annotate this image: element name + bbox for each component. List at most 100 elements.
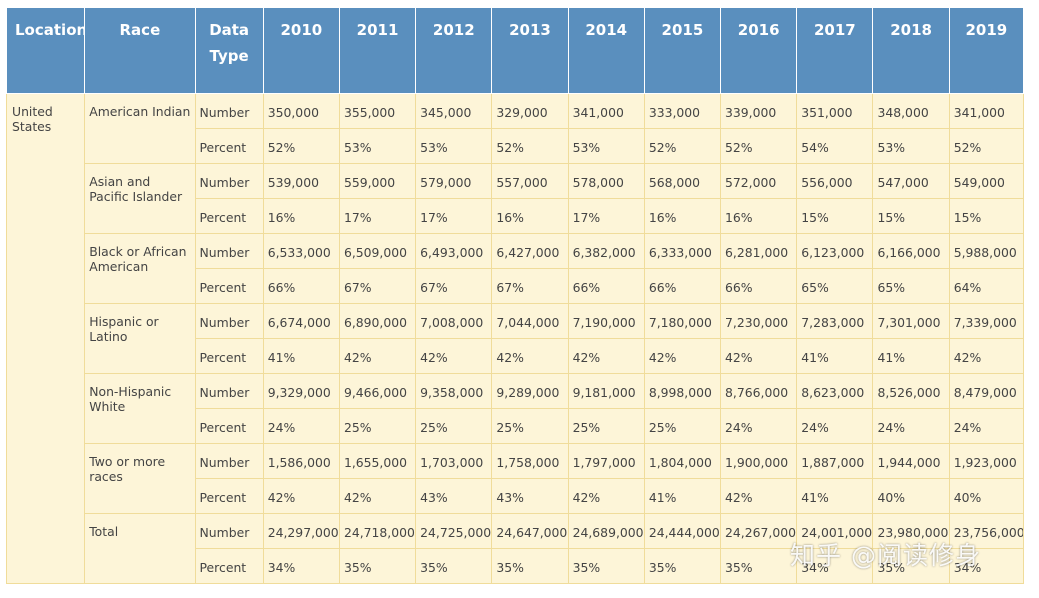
race-cell: Asian and Pacific Islander bbox=[84, 163, 196, 234]
value-cell: 24% bbox=[872, 408, 950, 444]
value-cell: 67% bbox=[491, 268, 569, 304]
table-row: Total Number 24,297,000 24,718,000 24,725,00… bbox=[7, 513, 1025, 584]
table-row: Percent 66% 67% 67% 67% 66% 66% 66% 65% 65% 64% bbox=[7, 268, 1025, 304]
value-cell: 35% bbox=[491, 548, 569, 584]
value-cell: 35% bbox=[338, 548, 417, 584]
value-cell: 6,674,000 bbox=[262, 303, 340, 339]
value-cell: 9,358,000 bbox=[415, 373, 493, 409]
value-cell: 9,289,000 bbox=[491, 373, 569, 409]
value-cell: 42% bbox=[643, 338, 722, 374]
header-year: 2016 bbox=[720, 7, 798, 94]
value-cell: 42% bbox=[415, 338, 493, 374]
value-cell: 24% bbox=[720, 408, 798, 444]
value-cell: 67% bbox=[415, 268, 493, 304]
value-cell: 557,000 bbox=[491, 163, 569, 199]
location-cell: United States bbox=[5, 93, 86, 584]
value-cell: 15% bbox=[796, 198, 874, 234]
value-cell: 52% bbox=[643, 128, 722, 164]
value-cell: 52% bbox=[262, 128, 340, 164]
header-year: 2017 bbox=[796, 7, 874, 94]
value-cell: 24,297,000 bbox=[262, 513, 340, 549]
value-cell: 34% bbox=[262, 548, 340, 584]
value-cell: 16% bbox=[643, 198, 722, 234]
value-cell: 1,797,000 bbox=[567, 443, 645, 479]
value-cell: 54% bbox=[796, 128, 874, 164]
data-type-cell: Number bbox=[194, 303, 264, 339]
value-cell: 23,980,000 bbox=[872, 513, 950, 549]
value-cell: 8,998,000 bbox=[643, 373, 722, 409]
data-type-cell: Percent bbox=[194, 478, 264, 514]
value-cell: 8,766,000 bbox=[720, 373, 798, 409]
table-row: Percent 42% 42% 43% 43% 42% 41% 42% 41% 40% 40% bbox=[7, 478, 1025, 514]
table-row: United States American Indian Number 350,00… bbox=[5, 93, 1025, 584]
value-cell: 42% bbox=[720, 478, 798, 514]
header-year: 2011 bbox=[338, 7, 417, 94]
value-cell: 7,008,000 bbox=[415, 303, 493, 339]
table-row: Percent 24% 25% 25% 25% 25% 25% 24% 24% 24% 24% bbox=[7, 408, 1025, 444]
value-cell: 66% bbox=[643, 268, 722, 304]
value-cell: 43% bbox=[415, 478, 493, 514]
value-cell: 41% bbox=[262, 338, 340, 374]
value-cell: 559,000 bbox=[338, 163, 417, 199]
data-type-cell: Percent bbox=[194, 408, 264, 444]
value-cell: 7,301,000 bbox=[872, 303, 950, 339]
table-row: Percent 16% 17% 17% 16% 17% 16% 16% 15% 15% 15% bbox=[7, 198, 1025, 234]
data-type-cell: Percent bbox=[194, 128, 264, 164]
value-cell: 24% bbox=[262, 408, 340, 444]
value-cell: 9,329,000 bbox=[262, 373, 340, 409]
value-cell: 65% bbox=[796, 268, 874, 304]
value-cell: 52% bbox=[948, 128, 1025, 164]
value-cell: 25% bbox=[491, 408, 569, 444]
value-cell: 43% bbox=[491, 478, 569, 514]
value-cell: 572,000 bbox=[720, 163, 798, 199]
value-cell: 42% bbox=[567, 338, 645, 374]
value-cell: 24,647,000 bbox=[491, 513, 569, 549]
value-cell: 53% bbox=[415, 128, 493, 164]
value-cell: 7,283,000 bbox=[796, 303, 874, 339]
value-cell: 42% bbox=[948, 338, 1025, 374]
value-cell: 7,230,000 bbox=[720, 303, 798, 339]
header-year: 2010 bbox=[262, 7, 340, 94]
table-row: Hispanic or Latino Number 6,674,000 6,890,0… bbox=[7, 303, 1025, 374]
table-row: Asian and Pacific Islander Number 539,000 5… bbox=[7, 163, 1025, 234]
table-row: Percent 34% 35% 35% 35% 35% 35% 35% 34% 35% 34% bbox=[7, 548, 1025, 584]
value-cell: 549,000 bbox=[948, 163, 1025, 199]
value-cell: 7,190,000 bbox=[567, 303, 645, 339]
value-cell: 52% bbox=[720, 128, 798, 164]
value-cell: 66% bbox=[262, 268, 340, 304]
header-year: 2019 bbox=[948, 7, 1025, 94]
table-row: Percent 52% 53% 53% 52% 53% 52% 52% 54% 53% 52% bbox=[7, 128, 1025, 164]
value-cell: 351,000 bbox=[796, 93, 874, 129]
race-cell: Black or African American bbox=[84, 233, 196, 304]
value-cell: 16% bbox=[262, 198, 340, 234]
value-cell: 6,333,000 bbox=[643, 233, 722, 269]
value-cell: 24,689,000 bbox=[567, 513, 645, 549]
value-cell: 16% bbox=[720, 198, 798, 234]
value-cell: 35% bbox=[872, 548, 950, 584]
value-cell: 24% bbox=[796, 408, 874, 444]
watermark: 知乎 @阅读修身 bbox=[790, 541, 981, 570]
value-cell: 8,479,000 bbox=[948, 373, 1025, 409]
header-year: 2014 bbox=[567, 7, 645, 94]
data-type-cell: Number bbox=[194, 443, 264, 479]
value-cell: 355,000 bbox=[338, 93, 417, 129]
value-cell: 341,000 bbox=[948, 93, 1025, 129]
data-type-cell: Percent bbox=[194, 548, 264, 584]
table-row: Non-Hispanic White Number 9,329,000 9,466,0… bbox=[7, 373, 1025, 444]
value-cell: 34% bbox=[948, 548, 1025, 584]
value-cell: 40% bbox=[948, 478, 1025, 514]
race-cell: Total bbox=[84, 513, 196, 584]
header-location: Location bbox=[5, 7, 86, 94]
value-cell: 6,533,000 bbox=[262, 233, 340, 269]
value-cell: 1,703,000 bbox=[415, 443, 493, 479]
value-cell: 1,586,000 bbox=[262, 443, 340, 479]
value-cell: 1,804,000 bbox=[643, 443, 722, 479]
value-cell: 23,756,000 bbox=[948, 513, 1025, 549]
value-cell: 24% bbox=[948, 408, 1025, 444]
value-cell: 1,655,000 bbox=[338, 443, 417, 479]
data-type-cell: Percent bbox=[194, 268, 264, 304]
value-cell: 41% bbox=[796, 478, 874, 514]
value-cell: 547,000 bbox=[872, 163, 950, 199]
data-type-cell: Percent bbox=[194, 198, 264, 234]
value-cell: 35% bbox=[720, 548, 798, 584]
